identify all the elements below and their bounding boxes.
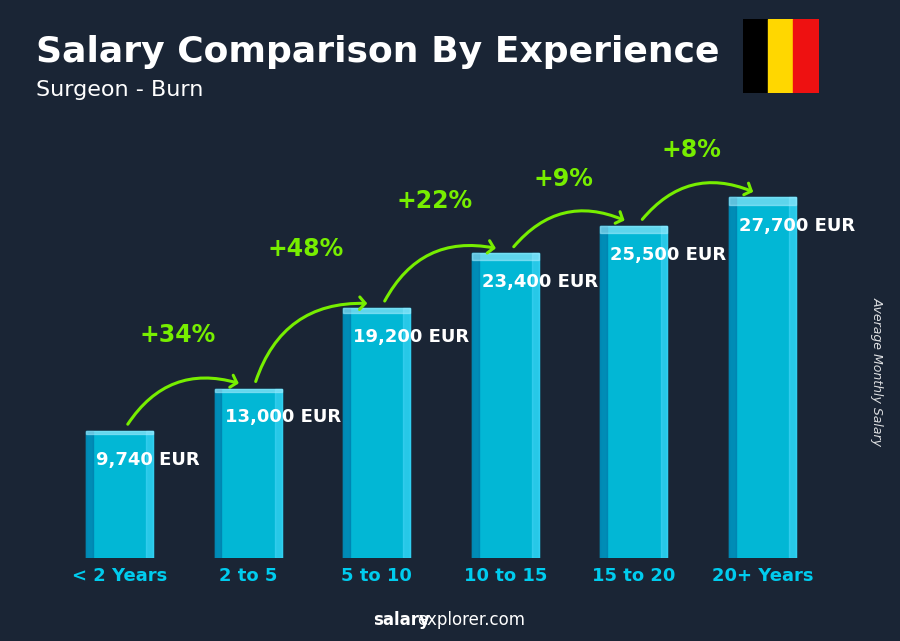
Text: salary: salary [374,612,430,629]
Text: 9,740 EUR: 9,740 EUR [96,451,200,469]
Bar [600,226,667,558]
Text: 19,200 EUR: 19,200 EUR [354,328,470,345]
Bar [215,388,221,558]
Bar [729,197,796,205]
Text: +34%: +34% [140,322,216,347]
Bar [600,226,667,233]
Bar [403,308,410,558]
Bar [472,253,539,260]
Bar [274,388,282,558]
Text: Salary Comparison By Experience: Salary Comparison By Experience [36,35,719,69]
Bar [729,197,735,558]
Bar [794,19,819,93]
Bar [729,197,796,558]
Bar [472,253,479,558]
Bar [215,388,282,558]
Bar [343,308,410,558]
Text: Average Monthly Salary: Average Monthly Salary [871,297,884,446]
Text: explorer.com: explorer.com [417,612,525,629]
Bar [789,197,796,558]
Bar [472,253,539,558]
Text: 25,500 EUR: 25,500 EUR [610,246,726,264]
Text: +8%: +8% [662,138,722,162]
Text: +48%: +48% [268,237,344,262]
Text: +22%: +22% [397,190,472,213]
Bar [768,19,794,93]
Bar [661,226,667,558]
Text: 27,700 EUR: 27,700 EUR [739,217,855,235]
Bar [86,431,153,434]
Bar [86,431,153,558]
Bar [742,19,768,93]
Bar [147,431,153,558]
Text: +9%: +9% [533,167,593,190]
Bar [343,308,350,558]
Text: Surgeon - Burn: Surgeon - Burn [36,80,203,100]
Text: 13,000 EUR: 13,000 EUR [225,408,341,426]
Bar [86,431,93,558]
Bar [532,253,539,558]
Text: 23,400 EUR: 23,400 EUR [482,273,598,291]
Bar [215,388,282,392]
Bar [343,308,410,313]
Bar [600,226,608,558]
